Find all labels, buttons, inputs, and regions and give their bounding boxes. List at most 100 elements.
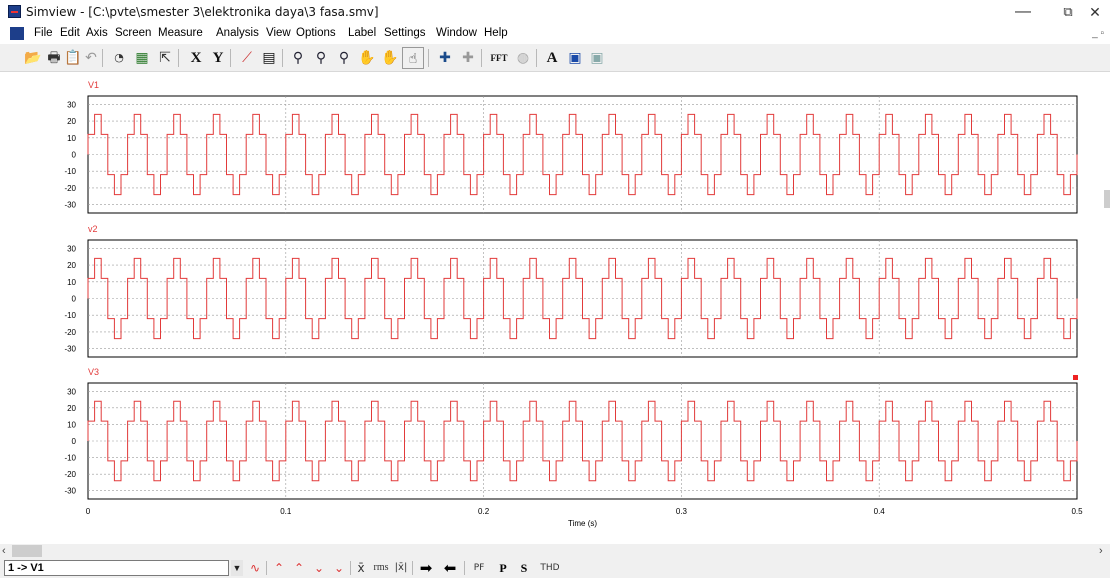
zoom-out-icon[interactable]: ⚲: [338, 50, 350, 66]
title-bar: Simview - [C:\pvte\smester 3\elektronika…: [0, 0, 1110, 24]
zoom-icon[interactable]: ⚲: [292, 50, 304, 66]
menu-settings[interactable]: Settings: [384, 27, 426, 39]
pf-button[interactable]: PF: [473, 563, 485, 573]
max-next-icon[interactable]: ⌃: [293, 561, 305, 575]
menu-edit[interactable]: Edit: [60, 27, 80, 39]
waveform-line: [87, 400, 1078, 482]
x-axis-label: Time (s): [568, 519, 597, 528]
menu-label[interactable]: Label: [348, 27, 377, 39]
min-next-icon[interactable]: ⌄: [333, 561, 345, 575]
x-tick-label: 0.2: [478, 507, 490, 516]
cursor-icon[interactable]: ✚: [439, 50, 451, 66]
clipboard-icon[interactable]: 📋: [64, 50, 82, 66]
x-tick-label: 0.4: [874, 507, 886, 516]
close-button[interactable]: ✕: [1089, 4, 1101, 20]
open-icon[interactable]: 📂: [24, 50, 42, 66]
rms-button[interactable]: rms: [373, 562, 389, 573]
screen-icon[interactable]: ▤: [262, 50, 276, 66]
menu-file[interactable]: File: [34, 27, 53, 39]
x-tick-label: 0.3: [676, 507, 688, 516]
y-axis-button[interactable]: Y: [212, 50, 224, 66]
arrow-right-icon[interactable]: ➡: [419, 559, 433, 577]
chart-select-icon[interactable]: ▦: [135, 50, 149, 66]
menu-measure[interactable]: Measure: [158, 27, 203, 39]
max-icon[interactable]: ⌃: [273, 561, 285, 575]
scroll-thumb[interactable]: [12, 545, 42, 557]
y-tick-label: -30: [64, 487, 76, 496]
export-icon[interactable]: ▣: [590, 50, 604, 66]
chevron-down-icon[interactable]: ▼: [231, 560, 243, 576]
plot-icon[interactable]: ⟋: [242, 50, 252, 66]
scroll-left-icon[interactable]: ‹: [2, 545, 6, 557]
menu-view[interactable]: View: [266, 27, 291, 39]
waveform-line: [87, 257, 1078, 340]
bottom-toolbar: 1 -> V1 ▼ ∿ ⌃ ⌃ ⌄ ⌄ x̄ rms |x̄| ➡ ⬅ PF P…: [0, 558, 1110, 578]
toolbar: 📂 🖶 📋 ↶ ◔ ▦ ⇱ X Y ⟋ ▤ ⚲ ⚲ ⚲ ✋ ✋ ☝ ✚ ✚ FF…: [0, 44, 1110, 72]
plot-area: V1 30 20 10 0 -10 -20 -30 v2 30 20 10 0 -10 -20 -30 V3 30…: [0, 74, 1110, 544]
restore-button[interactable]: ⧉: [1063, 4, 1073, 19]
p-button[interactable]: P: [499, 561, 507, 575]
menu-help[interactable]: Help: [484, 27, 508, 39]
mean-button[interactable]: x̄: [357, 561, 365, 575]
x-tick-label: 0.5: [1071, 507, 1083, 516]
s-button[interactable]: S: [520, 561, 528, 575]
y-tick-label: -30: [64, 345, 76, 354]
print-icon[interactable]: 🖶: [47, 50, 61, 66]
wave-min-icon[interactable]: ∿: [249, 561, 261, 575]
y-tick-label: 10: [67, 278, 76, 287]
menu-window[interactable]: Window: [436, 27, 477, 39]
undo-icon[interactable]: ↶: [85, 50, 97, 66]
panel-title: v2: [88, 224, 98, 234]
window-title: Simview - [C:\pvte\smester 3\elektronika…: [26, 5, 379, 19]
x-tick-label: 0: [86, 507, 91, 516]
y-tick-label: 0: [72, 295, 77, 304]
pan-icon[interactable]: ✋: [358, 50, 376, 66]
waveform-line: [87, 113, 1078, 196]
y-tick-label: 30: [67, 100, 76, 109]
y-tick-label: -10: [64, 454, 76, 463]
y-tick-label: -20: [64, 328, 76, 337]
y-tick-label: -10: [64, 167, 76, 176]
menu-axis[interactable]: Axis: [86, 27, 108, 39]
mdi-controls[interactable]: _ ▫: [1092, 28, 1104, 39]
text-label-button[interactable]: A: [546, 50, 558, 66]
y-tick-label: -10: [64, 311, 76, 320]
menu-options[interactable]: Options: [296, 27, 336, 39]
cursor2-icon[interactable]: ✚: [462, 50, 474, 66]
y-tick-label: -30: [64, 201, 76, 210]
abs-mean-icon[interactable]: |x̄|: [394, 562, 408, 573]
thd-button[interactable]: THD: [540, 563, 560, 573]
minimize-button[interactable]: —: [1015, 3, 1031, 20]
y-tick-label: -20: [64, 470, 76, 479]
y-tick-label: 20: [67, 404, 76, 413]
x-axis-button[interactable]: X: [190, 50, 202, 66]
y-tick-label: 10: [67, 420, 76, 429]
menu-analysis[interactable]: Analysis: [216, 27, 259, 39]
horizontal-scrollbar[interactable]: ‹ ›: [0, 544, 1110, 558]
scroll-right-icon[interactable]: ›: [1099, 545, 1103, 557]
arrow-left-icon[interactable]: ⬅: [443, 559, 457, 577]
record-icon[interactable]: ▣: [568, 50, 582, 66]
variable-selector[interactable]: 1 -> V1: [4, 560, 229, 576]
y-tick-label: 0: [72, 151, 77, 160]
fft-button[interactable]: FFT: [490, 53, 508, 63]
x-tick-label: 0.1: [280, 507, 292, 516]
document-icon[interactable]: [10, 27, 24, 40]
pan-y-icon[interactable]: ✋: [381, 50, 399, 66]
menu-screen[interactable]: Screen: [115, 27, 152, 39]
panel-title: V1: [88, 80, 99, 90]
app-icon: [8, 5, 21, 18]
zoom-in-icon[interactable]: ⚲: [315, 50, 327, 66]
panel-title: V3: [88, 367, 99, 377]
y-tick-label: 20: [67, 117, 76, 126]
pointer-icon[interactable]: ⇱: [159, 50, 171, 66]
data-icon[interactable]: ◔: [114, 51, 124, 64]
waveform-plots[interactable]: V1 30 20 10 0 -10 -20 -30 v2 30 20 10 0 -10 -20 -30 V3 30…: [0, 74, 1110, 544]
menu-bar: File Edit Axis Screen Measure Analysis V…: [0, 24, 1110, 44]
vertical-scrollbar-thumb[interactable]: [1104, 190, 1110, 208]
y-tick-label: 30: [67, 244, 76, 253]
hand-icon[interactable]: ☝: [402, 47, 424, 69]
y-tick-label: -20: [64, 184, 76, 193]
clock-icon[interactable]: ◍: [516, 50, 530, 66]
min-icon[interactable]: ⌄: [313, 561, 325, 575]
